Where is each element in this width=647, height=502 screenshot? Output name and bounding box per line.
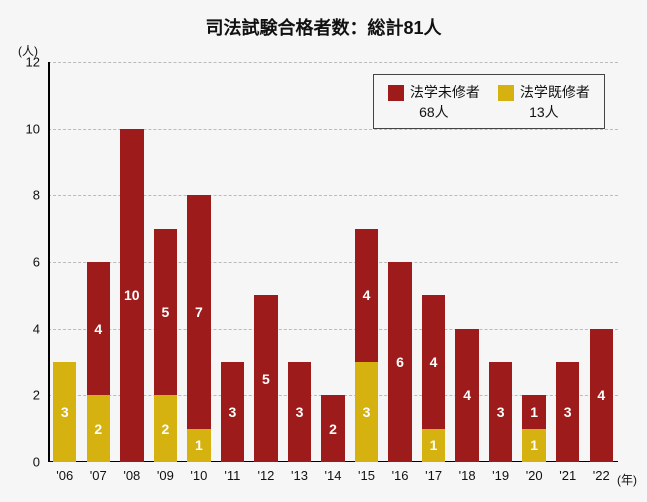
x-tick-label: '15 xyxy=(358,468,375,483)
legend-item: 法学未修者68人 xyxy=(388,83,480,122)
y-axis xyxy=(48,62,50,462)
legend: 法学未修者68人法学既修者13人 xyxy=(373,74,605,129)
bar-segment-kishu: 1 xyxy=(187,429,210,462)
bar-segment-mishu: 2 xyxy=(321,395,344,462)
bar-segment-kishu: 3 xyxy=(355,362,378,462)
x-tick-label: '21 xyxy=(559,468,576,483)
legend-series-total: 13人 xyxy=(529,103,559,123)
plot-area: 024681012'063'0724'0810'0925'1017'113'12… xyxy=(48,62,618,462)
legend-series-name: 法学既修者 xyxy=(520,83,590,103)
x-tick-label: '19 xyxy=(492,468,509,483)
y-tick-label: 2 xyxy=(33,388,40,403)
bar-segment-mishu: 1 xyxy=(522,395,545,428)
x-tick-label: '14 xyxy=(325,468,342,483)
legend-series-total: 68人 xyxy=(419,103,449,123)
x-tick-label: '18 xyxy=(459,468,476,483)
y-tick-label: 4 xyxy=(33,321,40,336)
legend-series-name: 法学未修者 xyxy=(410,83,480,103)
bar-segment-mishu: 7 xyxy=(187,195,210,428)
chart-title: 司法試験合格者数：総計81人 xyxy=(0,14,647,40)
bar-segment-mishu: 4 xyxy=(87,262,110,395)
y-tick-label: 8 xyxy=(33,188,40,203)
bar-segment-mishu: 3 xyxy=(221,362,244,462)
y-tick-label: 0 xyxy=(33,455,40,470)
legend-item: 法学既修者13人 xyxy=(498,83,590,122)
bar-segment-mishu: 4 xyxy=(422,295,445,428)
x-tick-label: '20 xyxy=(526,468,543,483)
bar-segment-mishu: 3 xyxy=(288,362,311,462)
legend-swatch xyxy=(388,85,404,101)
x-tick-label: '22 xyxy=(593,468,610,483)
bar-segment-mishu: 10 xyxy=(120,129,143,462)
legend-swatch xyxy=(498,85,514,101)
x-tick-label: '17 xyxy=(425,468,442,483)
bar-segment-mishu: 4 xyxy=(355,229,378,362)
x-tick-label: '09 xyxy=(157,468,174,483)
bar-segment-kishu: 1 xyxy=(422,429,445,462)
x-tick-label: '10 xyxy=(190,468,207,483)
x-tick-label: '12 xyxy=(257,468,274,483)
bar-segment-mishu: 6 xyxy=(388,262,411,462)
y-tick-label: 6 xyxy=(33,255,40,270)
bar-segment-kishu: 2 xyxy=(87,395,110,462)
x-tick-label: '06 xyxy=(56,468,73,483)
bar-segment-kishu: 2 xyxy=(154,395,177,462)
x-tick-label: '11 xyxy=(224,468,240,483)
bar-segment-mishu: 5 xyxy=(154,229,177,396)
y-tick-label: 12 xyxy=(26,55,40,70)
bar-segment-mishu: 3 xyxy=(556,362,579,462)
bar-segment-mishu: 4 xyxy=(590,329,613,462)
x-tick-label: '16 xyxy=(392,468,409,483)
bar-segment-mishu: 3 xyxy=(489,362,512,462)
bar-exam-chart: 司法試験合格者数：総計81人 (人) (年) 024681012'063'072… xyxy=(0,0,647,502)
x-tick-label: '07 xyxy=(90,468,107,483)
bar-segment-mishu: 5 xyxy=(254,295,277,462)
x-axis-unit: (年) xyxy=(617,471,637,488)
bar-segment-kishu: 1 xyxy=(522,429,545,462)
y-tick-label: 10 xyxy=(26,121,40,136)
bar-segment-kishu: 3 xyxy=(53,362,76,462)
gridline xyxy=(48,62,618,63)
x-tick-label: '08 xyxy=(123,468,140,483)
x-tick-label: '13 xyxy=(291,468,308,483)
bar-segment-mishu: 4 xyxy=(455,329,478,462)
